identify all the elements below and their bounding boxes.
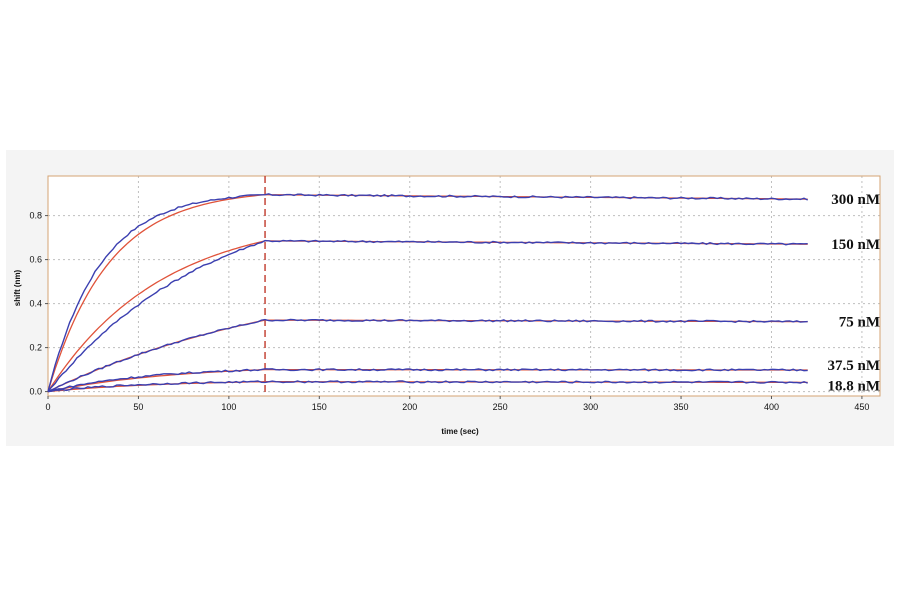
x-tick-label: 150	[312, 402, 327, 412]
chart-panel: 0 50 100 150 200 250 300 350 400 450 0.0 0.2 0.4 0.6 0…	[6, 150, 894, 446]
x-tick-label: 250	[493, 402, 508, 412]
data-curve-5	[47, 380, 808, 393]
y-tick-label: 0.0	[29, 387, 42, 397]
y-tick-label: 0.4	[29, 299, 42, 309]
x-tick-label: 100	[221, 402, 236, 412]
y-tick-label: 0.8	[29, 211, 42, 221]
x-tick-label: 0	[45, 402, 50, 412]
plot-frame	[47, 175, 881, 397]
y-axis-label: shift (nm)	[13, 269, 22, 306]
data-curves	[47, 193, 809, 393]
data-curve-4	[47, 368, 808, 393]
data-curve-1	[47, 193, 809, 392]
x-axis-label: time (sec)	[441, 427, 479, 436]
series-label-5: 18.8 nM	[828, 378, 881, 394]
series-label-3: 75 nM	[839, 315, 880, 331]
series-label-2: 150 nM	[831, 237, 880, 253]
y-tick-label: 0.2	[29, 343, 42, 353]
kinetics-chart: 0 50 100 150 200 250 300 350 400 450 0.0 0.2 0.4 0.6 0…	[13, 175, 881, 436]
series-label-1: 300 nM	[831, 192, 880, 208]
x-tick-label: 450	[854, 402, 869, 412]
x-tick-label: 200	[402, 402, 417, 412]
x-tick-label: 350	[674, 402, 689, 412]
grid-lines	[48, 176, 880, 396]
axis-ticks: 0 50 100 150 200 250 300 350 400 450 0.0 0.2 0.4 0.6 0…	[29, 211, 869, 412]
plot-area	[48, 176, 880, 396]
x-tick-label: 300	[583, 402, 598, 412]
data-curve-3	[47, 318, 808, 393]
x-tick-label: 400	[764, 402, 779, 412]
x-tick-label: 50	[133, 402, 143, 412]
series-labels: 300 nM 150 nM 75 nM 37.5 nM 18.8 nM	[828, 192, 881, 394]
y-tick-label: 0.6	[29, 255, 42, 265]
series-label-4: 37.5 nM	[828, 358, 881, 374]
data-curve-2	[47, 239, 808, 393]
